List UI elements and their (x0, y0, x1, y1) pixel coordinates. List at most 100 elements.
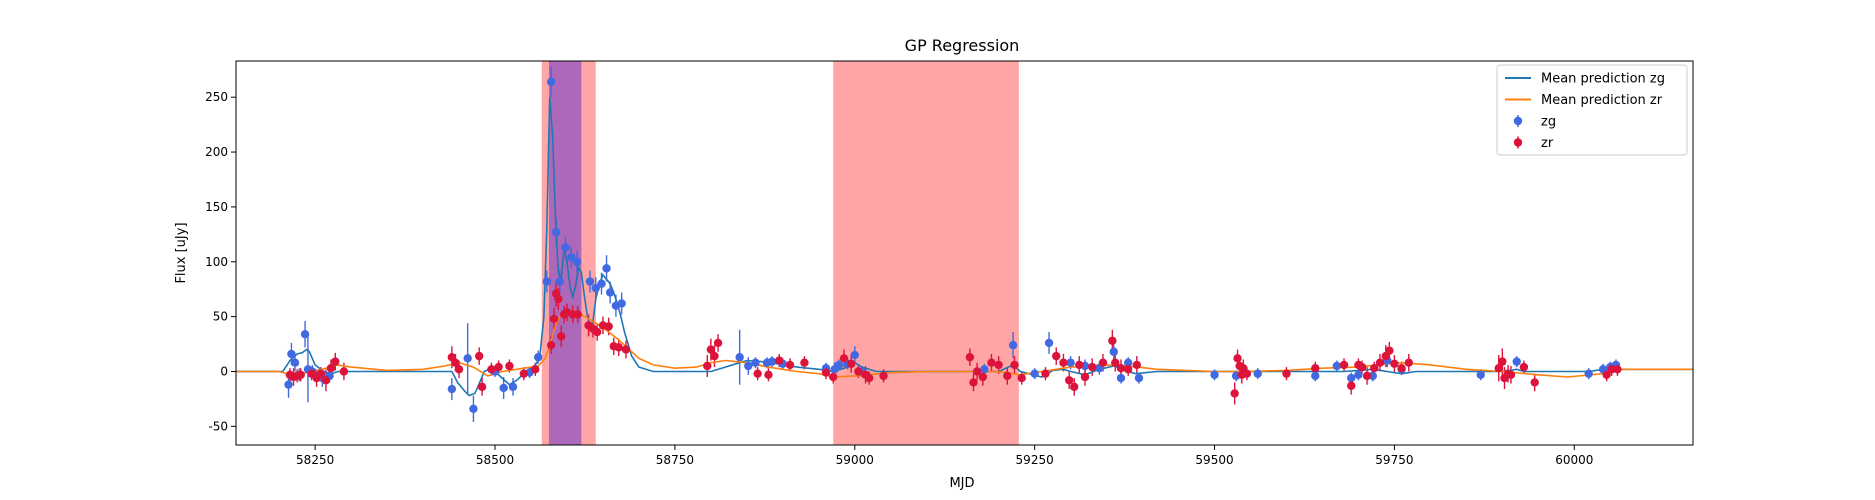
zr-point-55 (965, 353, 975, 362)
zr-point-60 (994, 360, 1003, 370)
x-tick-label-58500: 58500 (476, 453, 514, 467)
zr-point-24 (554, 294, 563, 304)
zr-point-43 (764, 370, 773, 379)
chart-title: GP Regression (905, 36, 1020, 55)
zg-point-28 (605, 288, 615, 297)
data-points (284, 77, 1622, 413)
x-tick-label-60000: 60000 (1555, 453, 1593, 467)
zr-point-51 (854, 367, 863, 376)
zr-point-12 (451, 358, 460, 367)
zr-point-67 (1064, 376, 1074, 385)
zr-point-64 (1041, 369, 1050, 378)
zg-point-26 (597, 279, 606, 288)
zg-point-46 (1044, 338, 1054, 348)
zr-point-97 (1404, 358, 1413, 367)
zr-point-86 (1339, 360, 1349, 370)
y-tick-label--50: -50 (208, 419, 228, 433)
zr-point-53 (864, 373, 874, 383)
zr-point-63 (1017, 373, 1026, 383)
zg-point-64 (1476, 370, 1485, 379)
zr-point-14 (474, 351, 484, 361)
y-tick-label-250: 250 (205, 90, 228, 104)
zr-point-40 (710, 351, 719, 361)
zr-point-48 (828, 372, 838, 382)
zg-point-54 (1210, 370, 1219, 379)
line-mean-prediction-zr (236, 310, 1693, 378)
zr-point-13 (454, 365, 464, 374)
zr-point-75 (1116, 364, 1126, 373)
zg-point-61 (1368, 371, 1378, 381)
shaded-regions (541, 61, 1019, 445)
zr-point-91 (1370, 364, 1379, 373)
zg-point-35 (767, 357, 777, 366)
y-tick-label-100: 100 (205, 255, 228, 269)
zr-point-68 (1070, 382, 1079, 392)
zr-point-34 (604, 322, 613, 331)
zg-point-30 (617, 299, 626, 308)
zr-point-44 (775, 356, 784, 365)
zr-point-96 (1397, 364, 1406, 373)
zr-point-106 (1607, 365, 1616, 374)
zr-point-105 (1602, 370, 1611, 379)
zr-point-90 (1362, 371, 1372, 381)
zg-point-59 (1347, 373, 1356, 383)
zr-point-38 (703, 361, 712, 371)
zr-point-89 (1357, 362, 1367, 372)
zr-point-3 (296, 370, 305, 379)
zr-point-37 (621, 345, 631, 354)
legend: Mean prediction zg Mean prediction zr zg zr (1496, 64, 1688, 156)
zr-point-6 (316, 369, 326, 378)
zr-point-72 (1098, 358, 1108, 367)
zg-point-0 (284, 380, 293, 389)
zr-point-95 (1390, 359, 1399, 369)
zr-point-17 (494, 362, 503, 372)
zg-point-52 (1123, 358, 1133, 367)
y-axis-label: Flux [uJy] (174, 222, 189, 283)
zr-point-78 (1230, 389, 1239, 398)
x-tick-label-59250: 59250 (1016, 453, 1054, 467)
zg-point-39 (834, 360, 844, 370)
zr-point-54 (879, 371, 888, 381)
zr-point-70 (1080, 372, 1090, 382)
zg-point-9 (447, 384, 457, 394)
x-tick-label-59500: 59500 (1195, 453, 1233, 467)
zr-point-83 (1242, 369, 1252, 378)
zg-point-60 (1354, 370, 1363, 379)
zg-point-66 (1584, 369, 1593, 378)
zr-point-66 (1059, 358, 1068, 367)
zr-point-47 (821, 368, 831, 377)
zr-point-76 (1123, 365, 1133, 374)
zr-point-57 (972, 367, 982, 376)
zg-point-19 (551, 227, 561, 237)
zg-point-47 (1066, 358, 1075, 367)
zr-point-42 (753, 369, 762, 378)
zr-point-65 (1052, 351, 1061, 361)
zg-point-33 (751, 358, 760, 367)
zg-point-32 (744, 361, 753, 371)
prediction-lines (236, 97, 1693, 397)
zr-point-79 (1233, 354, 1242, 363)
zg-point-65 (1512, 357, 1521, 366)
legend-label-1: Mean prediction zr (1541, 93, 1663, 108)
zr-point-9 (331, 357, 340, 366)
x-axis-label: MJD (949, 476, 974, 491)
zr-point-16 (487, 365, 496, 374)
zr-point-84 (1282, 369, 1291, 378)
zr-point-77 (1132, 360, 1142, 370)
zg-point-1 (287, 349, 296, 359)
zg-point-16 (533, 353, 543, 362)
zr-point-22 (549, 314, 559, 324)
zr-point-59 (987, 358, 996, 367)
plot-frame (235, 60, 1694, 446)
zr-point-98 (1494, 364, 1503, 373)
zr-point-92 (1375, 358, 1385, 367)
zg-point-41 (850, 350, 859, 360)
zg-point-50 (1109, 347, 1118, 356)
y-tick-label-150: 150 (205, 200, 228, 214)
x-axis-ticks: 58250 58500 58750 59000 59250 59500 59750 60000 (296, 445, 1593, 467)
zg-point-27 (602, 264, 611, 273)
zr-point-50 (846, 359, 856, 369)
zr-point-46 (800, 358, 809, 367)
zr-point-19 (519, 369, 529, 378)
zr-point-73 (1108, 336, 1117, 345)
